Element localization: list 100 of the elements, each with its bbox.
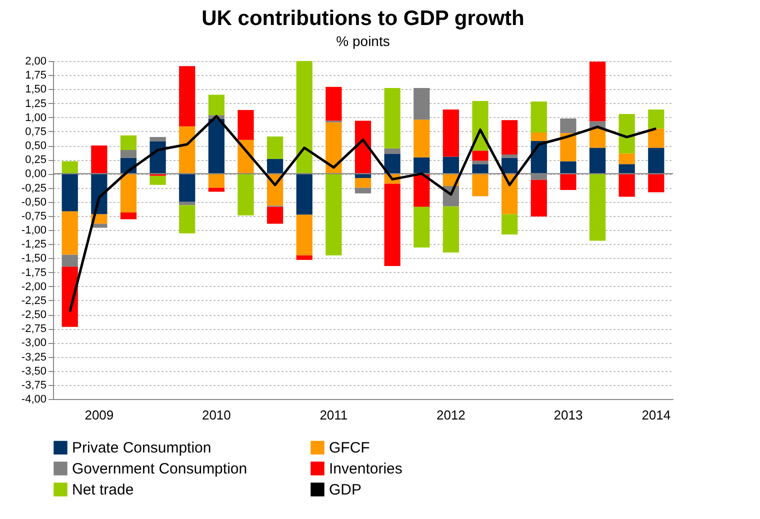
bar — [472, 150, 488, 161]
x-tick-label: 2010 — [202, 408, 231, 422]
bar — [618, 174, 635, 197]
y-tick-label: 0,50 — [25, 140, 46, 152]
y-tick-label: 0,00 — [25, 168, 46, 180]
y-tick-label: 1,00 — [25, 112, 46, 124]
y-tick-label: -1,25 — [21, 238, 46, 251]
bar — [502, 120, 518, 155]
bar — [208, 94, 224, 116]
y-tick-label: -1,00 — [21, 224, 46, 236]
bar — [502, 214, 518, 235]
y-tick-label: -3,25 — [21, 351, 46, 364]
y-tick-label: 1,50 — [25, 84, 46, 96]
bar — [384, 184, 400, 266]
x-tick-label: 2011 — [320, 408, 348, 422]
bar — [414, 157, 430, 174]
bar — [560, 161, 576, 174]
legend-label: Inventories — [329, 460, 402, 478]
legend-label: Government Consumption — [72, 460, 248, 478]
y-tick-label: -2,75 — [21, 323, 46, 336]
bar — [560, 118, 576, 134]
bar — [91, 146, 108, 174]
bar — [384, 154, 400, 174]
legend-label: Net trade — [72, 482, 134, 498]
bar — [589, 128, 606, 148]
bar — [648, 148, 664, 174]
bar — [296, 214, 312, 256]
y-tick-label: -3,50 — [21, 365, 46, 378]
bar — [502, 158, 518, 174]
bar — [530, 180, 547, 216]
x-tick-label: 2012 — [436, 408, 466, 422]
bar — [589, 148, 606, 174]
bar — [354, 120, 372, 174]
x-tick-label: 2013 — [554, 408, 583, 422]
bar — [384, 148, 400, 154]
bar — [618, 153, 635, 164]
bar — [296, 255, 312, 260]
bar — [618, 114, 635, 154]
y-tick-label: -3,00 — [21, 337, 46, 350]
bar — [326, 86, 342, 121]
bar — [442, 206, 460, 253]
bar — [62, 211, 78, 255]
bar — [618, 164, 635, 174]
y-tick-label: -2,00 — [21, 280, 46, 293]
y-tick-label: -4,00 — [21, 394, 46, 406]
legend-label: Private Consumption — [72, 440, 212, 457]
bar — [414, 120, 430, 158]
bar — [326, 122, 342, 174]
bar — [208, 174, 224, 188]
bar — [120, 174, 137, 213]
bar — [384, 88, 400, 148]
bar — [62, 254, 78, 267]
y-tick-label: -1,75 — [21, 266, 46, 279]
y-tick-label: -2,25 — [21, 294, 46, 307]
bar — [589, 62, 606, 122]
bar — [560, 174, 576, 190]
bar — [648, 128, 664, 148]
bar — [560, 133, 576, 162]
y-tick-label: -1,50 — [21, 252, 46, 265]
y-tick-label: 1,75 — [25, 70, 46, 82]
bar — [120, 212, 137, 220]
bar — [296, 174, 312, 215]
y-tick-label: -0,75 — [21, 210, 46, 222]
bar — [502, 154, 518, 158]
y-tick-label: -2,50 — [21, 309, 46, 321]
bar — [472, 160, 488, 164]
bar — [648, 174, 664, 192]
y-tick-label: 0,25 — [25, 154, 46, 166]
bar — [62, 161, 78, 174]
bar — [530, 132, 547, 141]
x-tick-label: 2009 — [84, 408, 114, 422]
chart-subtitle: % points — [336, 33, 390, 49]
bar — [326, 174, 342, 256]
bar — [179, 174, 196, 202]
bar — [150, 137, 166, 142]
bar — [266, 136, 284, 160]
y-tick-label: 1,25 — [25, 98, 46, 110]
bar — [472, 174, 488, 196]
bar — [414, 88, 430, 120]
bar — [589, 174, 606, 241]
bar — [354, 178, 372, 188]
bar — [442, 156, 460, 174]
bar — [179, 205, 196, 234]
bar — [414, 174, 430, 207]
bar — [150, 176, 166, 185]
chart-title: UK contributions to GDP growth — [202, 7, 524, 30]
bar — [62, 174, 78, 212]
bar — [208, 119, 224, 174]
bar — [530, 102, 547, 133]
bar — [120, 150, 137, 158]
y-tick-label: 0,75 — [25, 126, 46, 138]
bar — [238, 110, 254, 140]
y-tick-label: -0,25 — [21, 182, 46, 194]
bar — [266, 159, 284, 174]
bar — [179, 66, 196, 126]
bar — [62, 266, 78, 327]
bar — [648, 109, 664, 129]
legend-label: GFCF — [329, 440, 370, 457]
bar — [238, 174, 254, 216]
bar — [296, 61, 312, 174]
